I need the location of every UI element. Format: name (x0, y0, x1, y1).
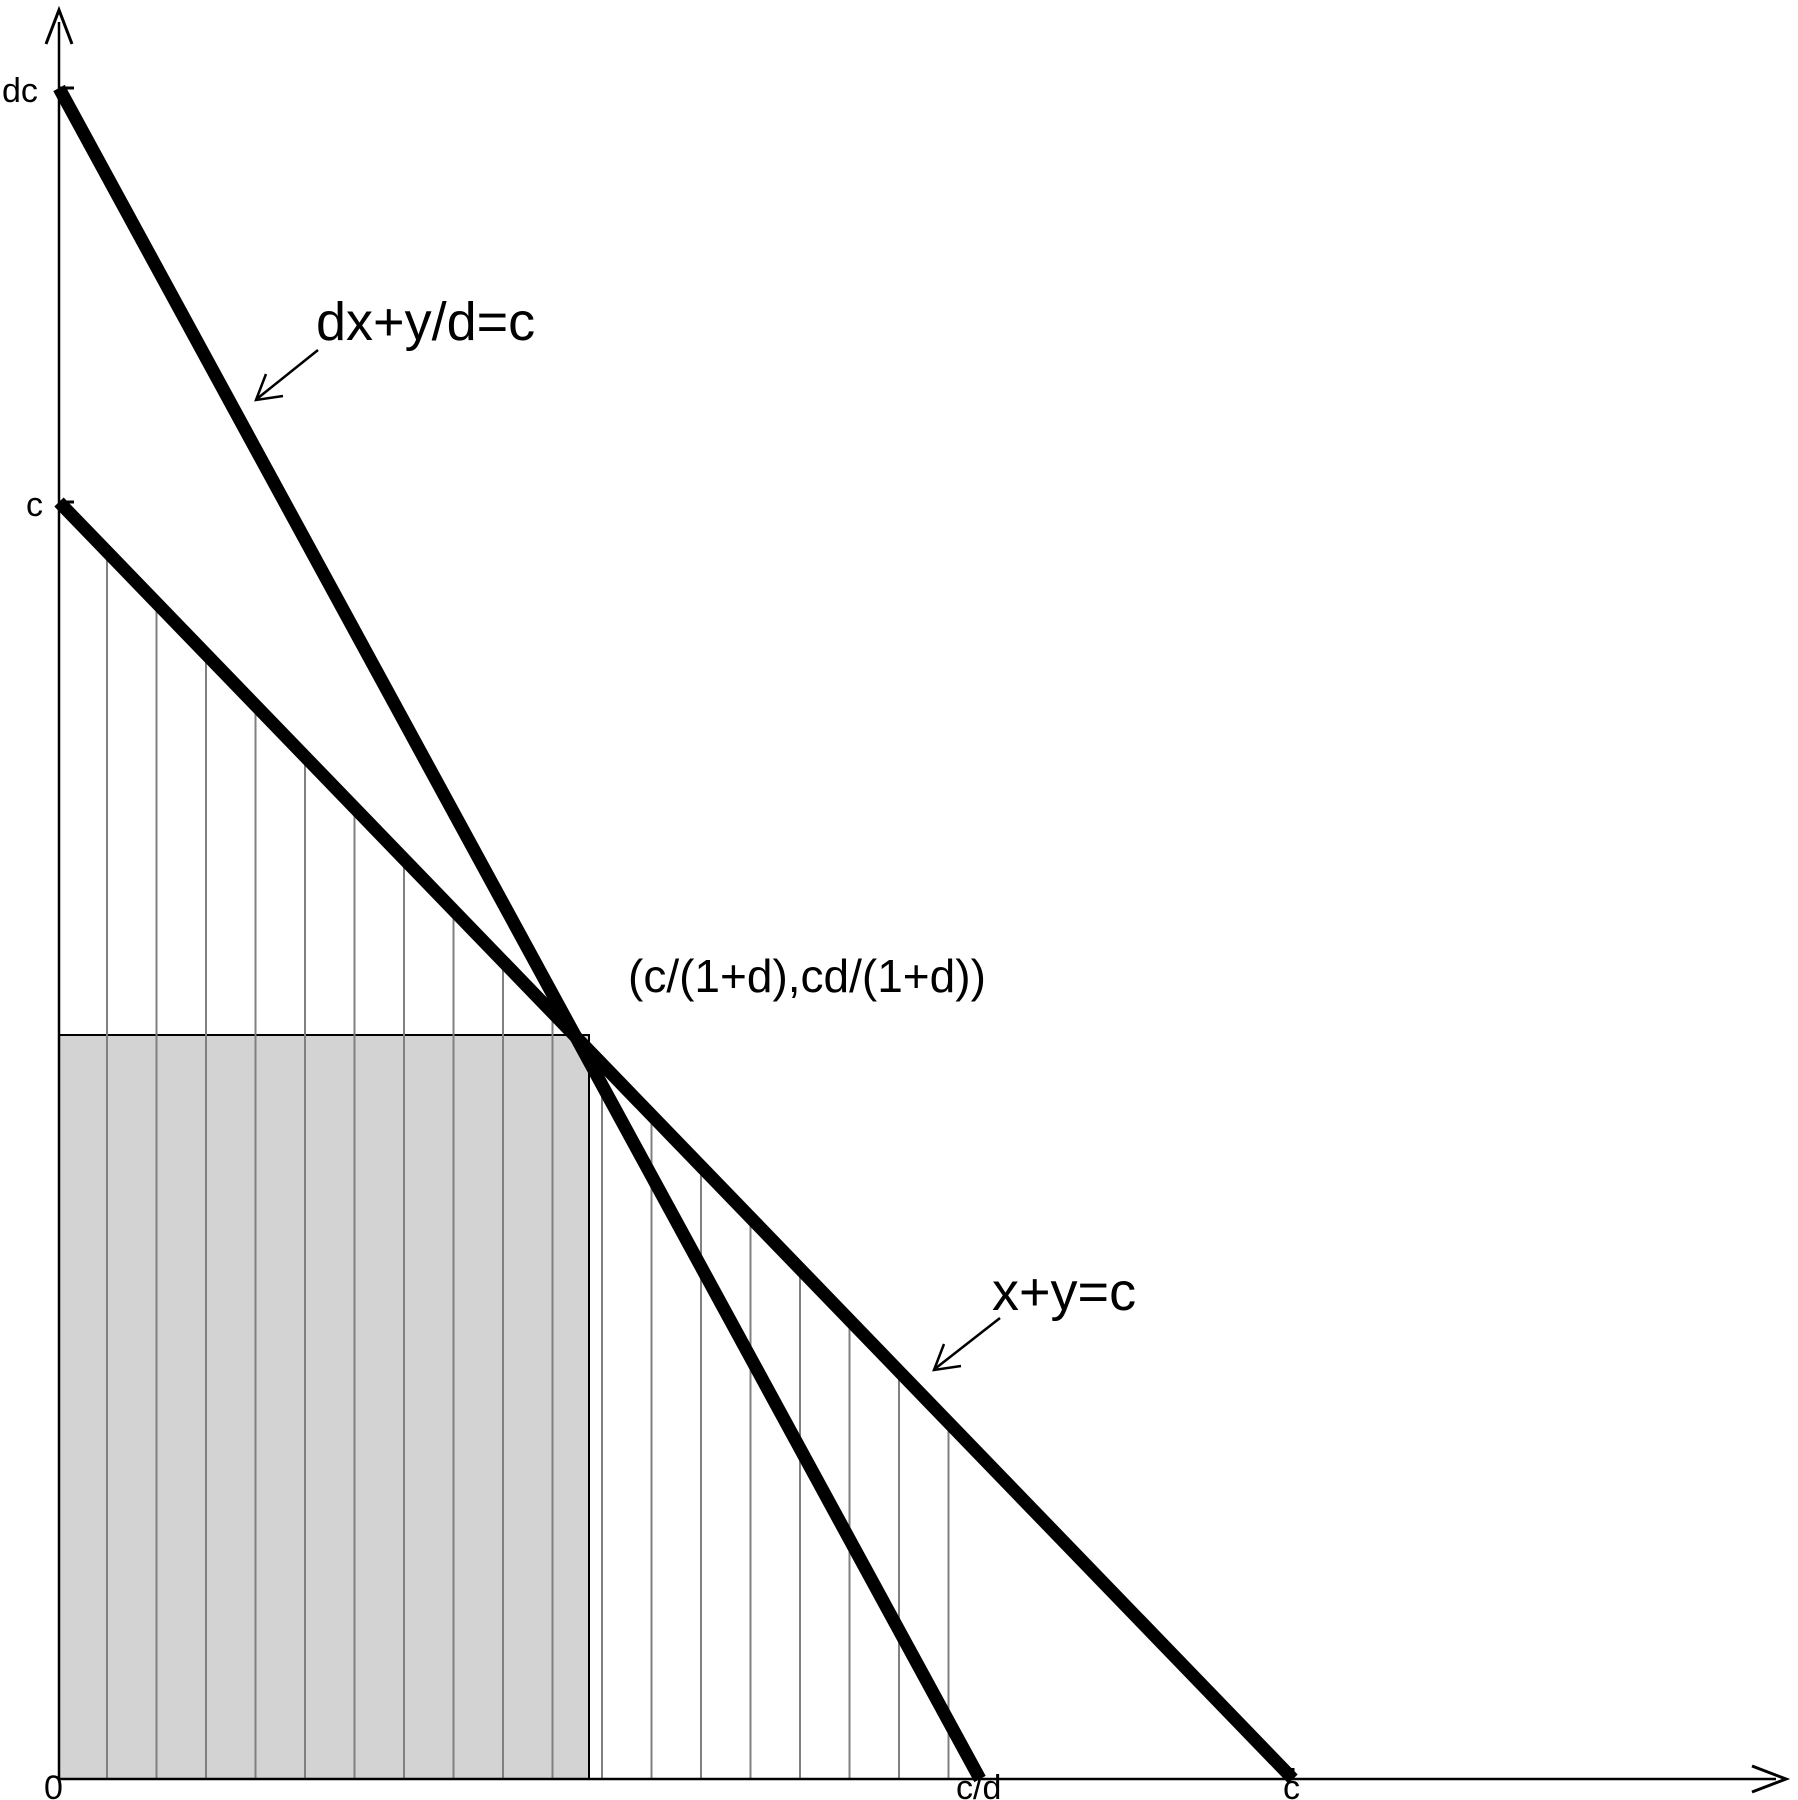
y-axis-arrowhead (44, 5, 74, 45)
intersection-label: (c/(1+d),cd/(1+d)) (628, 950, 986, 1002)
y-tick-label-c: c (26, 486, 43, 524)
arrow-to-line1 (254, 349, 319, 402)
line-dx-plus-y-over-d-eq-c (53, 84, 986, 1783)
x-axis-arrowhead (1751, 1764, 1791, 1794)
shaded-rectangle (58, 1034, 590, 1780)
line-x-plus-y-eq-c (54, 497, 1298, 1784)
hatch-lines (106, 559, 950, 1779)
x-tick-label-c: c (1283, 1769, 1300, 1800)
line1-label: dx+y/d=c (316, 292, 535, 352)
line2-label: x+y=c (992, 1262, 1136, 1322)
arrow-to-line2 (932, 1317, 1001, 1372)
x-tick-label-c-over-d: c/d (956, 1769, 1001, 1800)
y-tick-label-dc: dc (2, 72, 38, 110)
x-tick-label-origin: 0 (44, 1769, 63, 1800)
